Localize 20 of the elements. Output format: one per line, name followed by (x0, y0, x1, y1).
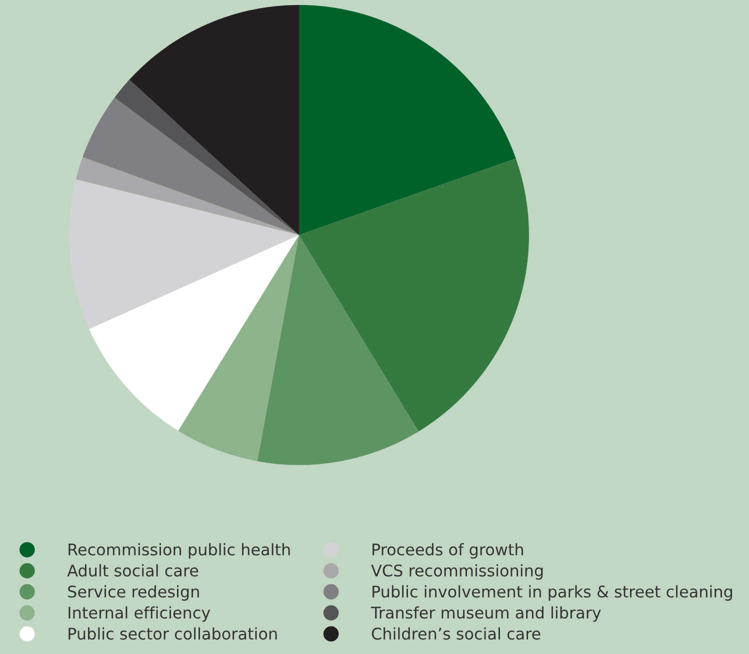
legend-label: Recommission public health (68, 543, 290, 559)
pie-slice (257, 235, 419, 465)
legend-label: Public involvement in parks & street cleaning (372, 585, 732, 601)
pie-slice (299, 158, 529, 432)
pie-slice (69, 179, 299, 329)
legend-label: Public sector collaboration (68, 627, 277, 640)
pie-slice (82, 97, 299, 235)
pie-slice (76, 157, 299, 235)
pie-slice (178, 235, 299, 462)
legend-label: Internal efficiency (68, 606, 210, 622)
legend-label: Transfer museum and library (370, 606, 601, 622)
pie-slice (114, 80, 299, 235)
legend-label: Children’s social care (372, 627, 540, 640)
legend-label: VCS recommissioning (371, 564, 543, 580)
pie-slice (129, 5, 299, 235)
pie-slice (299, 5, 516, 235)
legend-label: Adult social care (67, 564, 198, 577)
legend-label: Proceeds of growth (372, 543, 523, 559)
pie-slice (89, 235, 299, 431)
legend-label: Service redesign (68, 585, 199, 601)
